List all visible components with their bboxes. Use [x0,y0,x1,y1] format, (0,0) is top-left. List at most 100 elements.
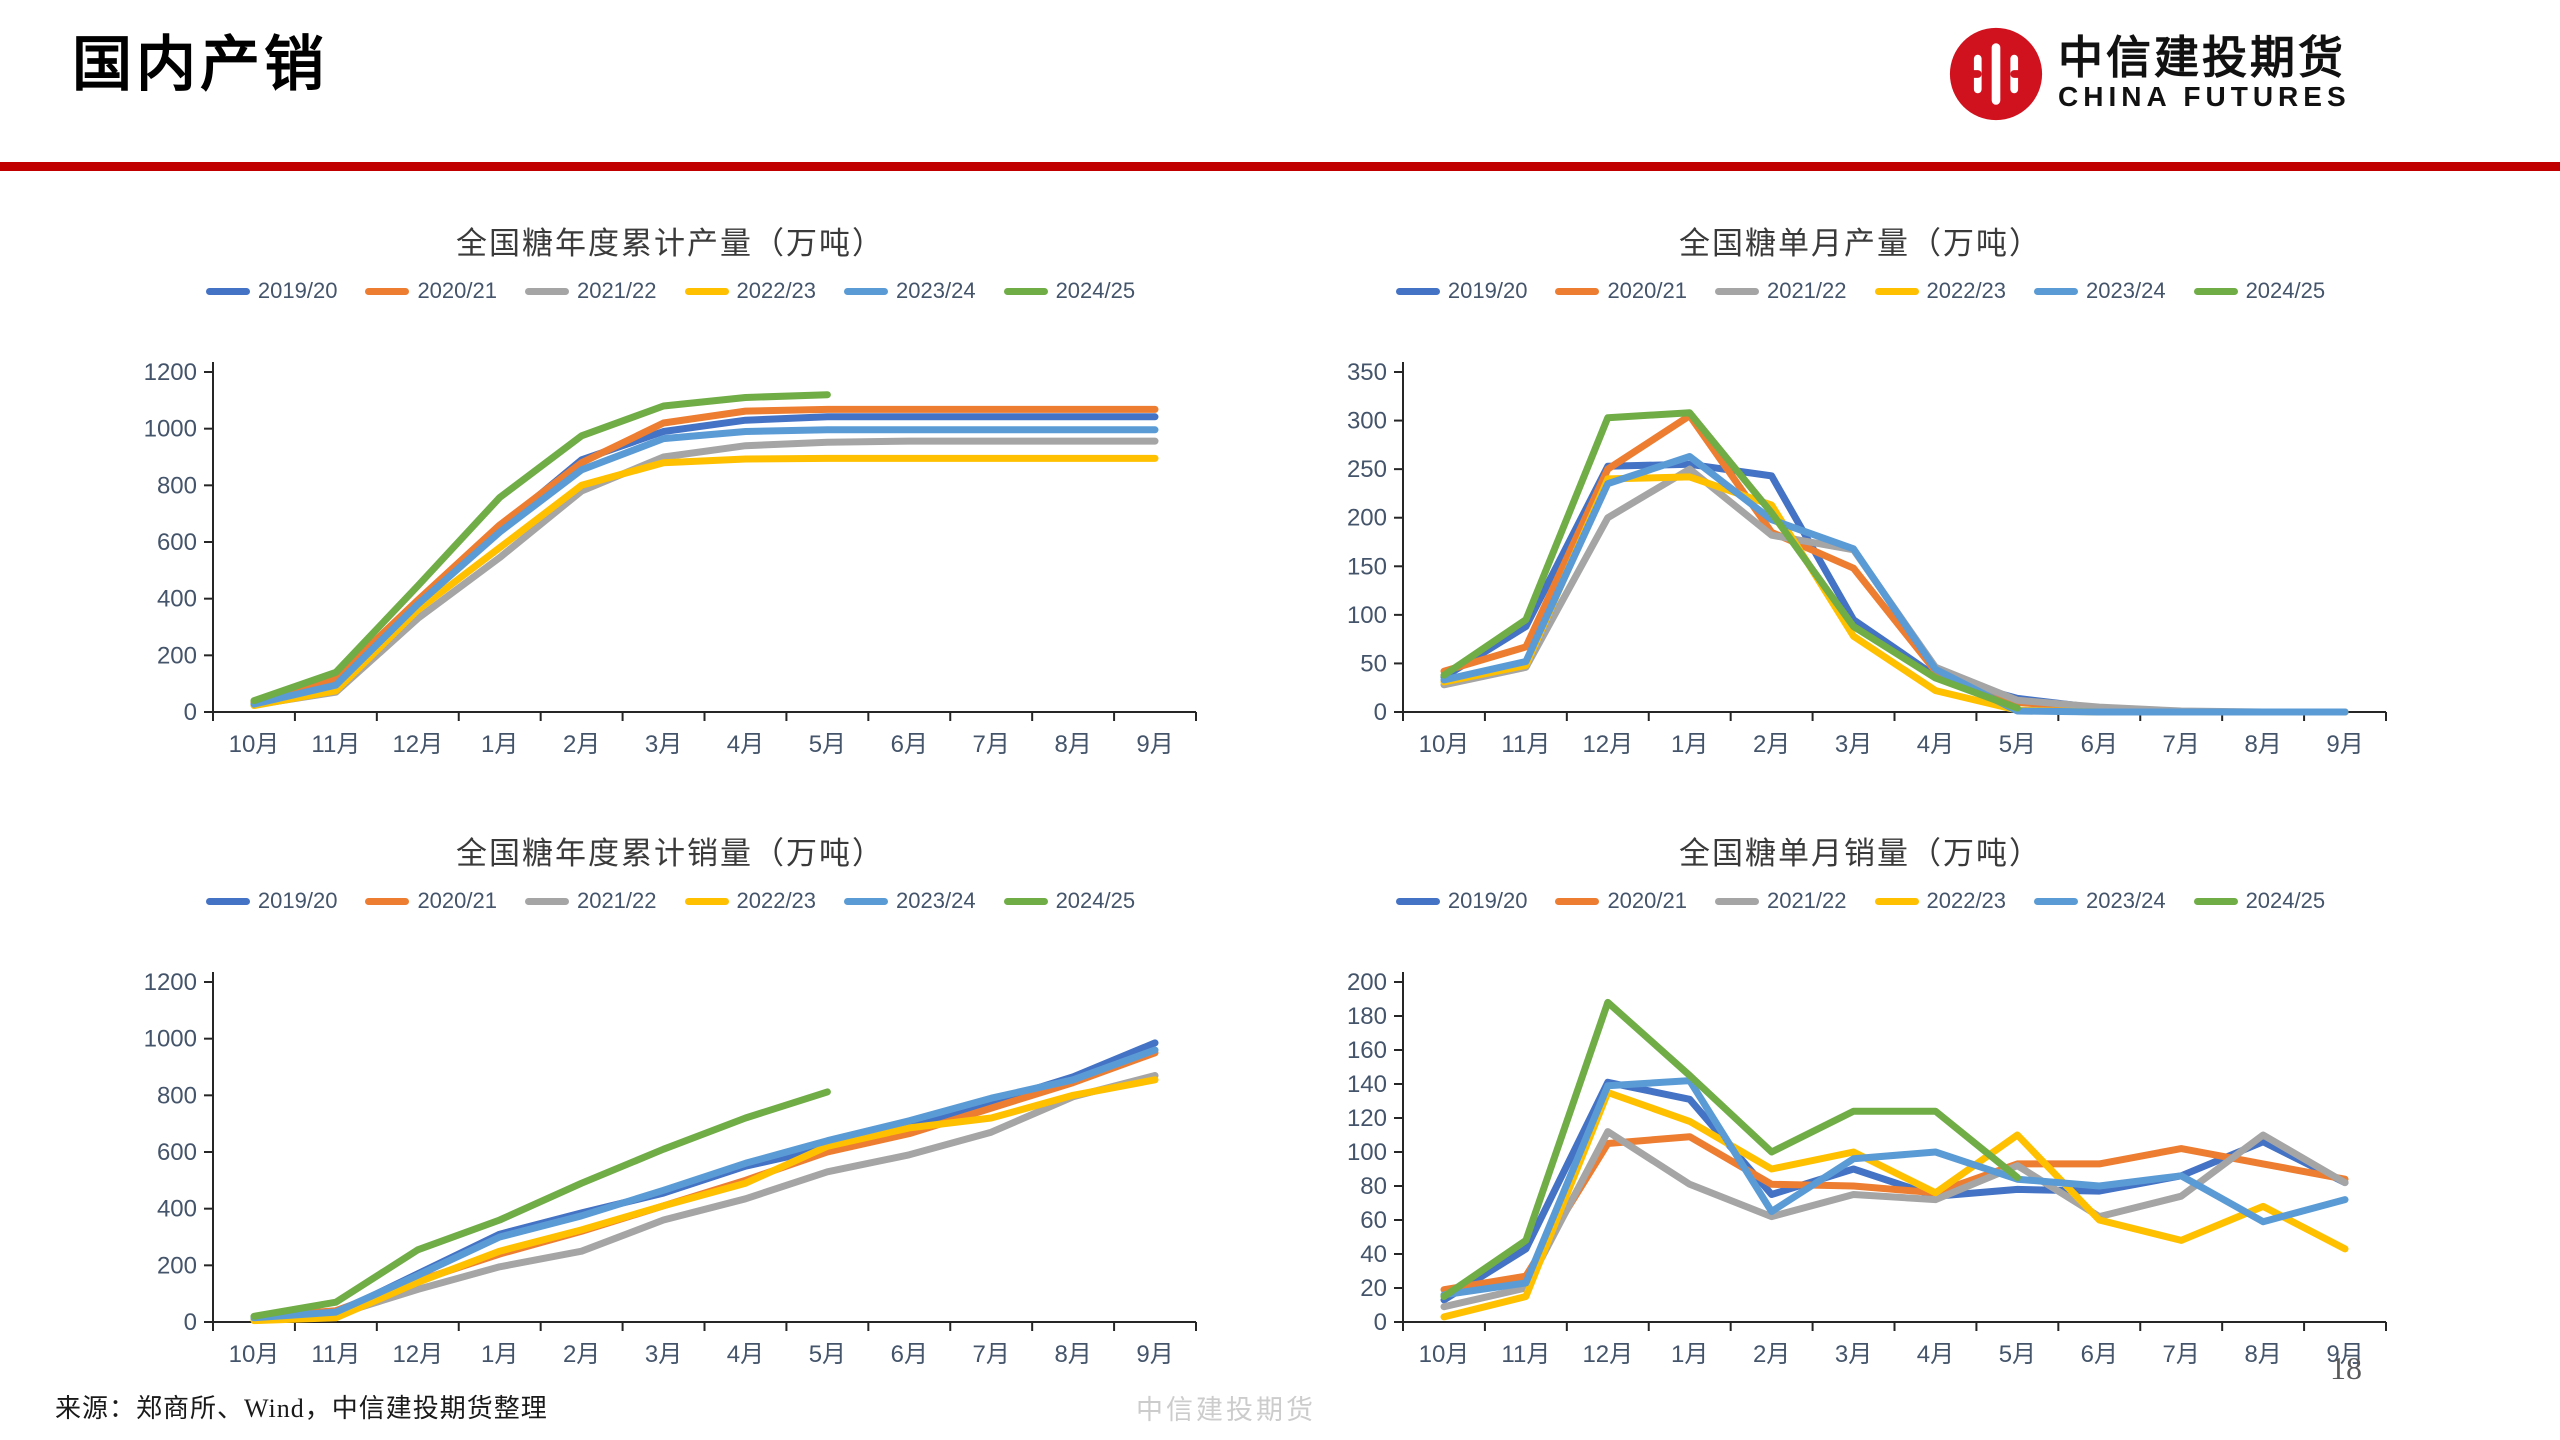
y-tick-label: 250 [1347,456,1387,483]
chart-cumulative-sales: 全国糖年度累计销量（万吨） 2019/20 2020/21 2021/22 2022/… [138,832,1203,1407]
x-tick-label: 7月 [973,1341,1010,1368]
legend-item-2023-24: 2023/24 [844,278,976,304]
x-tick-label: 9月 [2326,1341,2363,1368]
x-tick-label: 10月 [229,731,280,758]
x-tick-label: 6月 [2081,1341,2118,1368]
chart-legend: 2019/20 2020/21 2021/22 2022/23 2023/24 2024/… [1328,276,2393,306]
x-tick-label: 5月 [809,1341,846,1368]
series-line-2024-25 [1440,998,2021,1300]
y-tick-label: 0 [1374,1309,1387,1336]
chart-title: 全国糖年度累计产量（万吨） [456,226,885,261]
logo-text-en: CHINA FUTURES [2058,81,2351,113]
y-tick-label: 40 [1360,1241,1387,1268]
series-line-2021-22 [250,437,1159,709]
series-line-2019-20 [1440,460,2349,716]
legend-label: 2020/21 [1607,278,1687,303]
chart-plot: 0 200 400 600 800 1000 1200 10月 11月 12月 1月 2月 3月 4月 5月… [144,969,1197,1368]
logo-text-zh: 中信建投期货 [2058,32,2347,83]
x-axis: 10月 11月 12月 1月 2月 3月 4月 5月 6月 7月 8月 9月 [212,1322,1197,1368]
x-tick-label: 2月 [563,1341,600,1368]
series-line-2021-22 [250,1072,1159,1323]
legend-dash-icon [1874,287,1919,295]
x-tick-label: 12月 [392,731,443,758]
series-line-2024-25 [250,391,831,705]
x-tick-label: 3月 [645,731,682,758]
citic-logo: 中信建投期货 CHINA FUTURES [1948,26,2351,122]
x-tick-label: 1月 [481,1341,518,1368]
chart-plot: 0 50 100 150 200 250 300 350 10月 11月 12月 1月 2月 3月 4月 5月… [1347,359,2387,758]
legend-dash-icon [1555,287,1600,295]
y-tick-label: 400 [157,586,197,613]
y-tick-label: 140 [1347,1071,1387,1098]
x-tick-label: 4月 [1917,1341,1954,1368]
y-tick-label: 1000 [144,1026,197,1053]
legend-dash-icon [2193,897,2238,905]
legend-label: 2021/22 [1766,888,1847,913]
x-axis: 10月 11月 12月 1月 2月 3月 4月 5月 6月 7月 8月 9月 [212,712,1197,758]
y-tick-label: 0 [184,1309,197,1336]
y-tick-label: 100 [1347,602,1387,629]
legend-dash-icon [524,897,569,905]
x-tick-label: 7月 [973,731,1010,758]
legend-item-2024-25: 2024/25 [1003,278,1135,304]
legend-label: 2024/25 [1055,888,1136,913]
legend-item-2023-24: 2023/24 [2034,888,2166,914]
x-tick-label: 1月 [481,731,518,758]
chart-plot: 0 20 40 60 80 100 120 140 160 180 200 10月 11月 12月 1月 2月… [1347,969,2387,1368]
chart-title: 全国糖单月产量（万吨） [1679,226,2042,261]
legend-dash-icon [2193,287,2238,295]
legend-dash-icon [524,287,569,295]
legend-label: 2022/23 [1926,888,2007,913]
y-tick-label: 1200 [144,969,197,996]
x-tick-label: 11月 [311,731,360,758]
y-tick-label: 800 [157,1082,197,1109]
x-tick-label: 3月 [1835,731,1872,758]
y-tick-label: 1200 [144,359,197,386]
x-tick-label: 2月 [1753,731,1790,758]
x-tick-label: 11月 [1501,731,1550,758]
x-tick-label: 11月 [311,1341,360,1368]
legend-item-2019-20: 2019/20 [205,278,337,304]
x-tick-label: 2月 [563,731,600,758]
x-tick-label: 12月 [1582,1341,1633,1368]
x-tick-label: 8月 [2244,731,2281,758]
series-line-2024-25 [250,1088,831,1320]
chart-plot: 0 200 400 600 800 1000 1200 10月 11月 12月 1月 2月 3月 4月 5月… [144,359,1197,758]
legend-dash-icon [1003,287,1048,295]
legend-dash-icon [365,287,410,295]
footer-source: 来源：郑商所、Wind，中信建投期货整理 [55,1394,548,1423]
series-line-2023-24 [1440,453,2349,716]
legend-item-2020-21: 2020/21 [1555,278,1687,304]
legend-item-2023-24: 2023/24 [2034,278,2166,304]
series-line-2022-23 [1440,1089,2349,1321]
x-tick-label: 12月 [392,1341,443,1368]
y-tick-label: 100 [1347,1139,1387,1166]
legend-dash-icon [205,287,250,295]
x-tick-label: 11月 [1501,1341,1550,1368]
legend-label: 2021/22 [576,278,657,303]
x-tick-label: 8月 [1054,1341,1091,1368]
y-axis: 0 20 40 60 80 100 120 140 160 180 200 [1347,969,1403,1336]
page-number: 18 [2330,1350,2362,1386]
chart-monthly-sales: 全国糖单月销量（万吨） 2019/20 2020/21 2021/22 2022/23… [1328,832,2393,1407]
series-line-2023-24 [1440,1077,2349,1299]
series-lines [1440,409,2349,716]
legend-dash-icon [844,897,889,905]
legend-dash-icon [1555,897,1600,905]
x-tick-label: 10月 [1419,1341,1470,1368]
y-tick-label: 200 [157,642,197,669]
chart-legend: 2019/20 2020/21 2021/22 2022/23 2023/24 2024/… [138,886,1203,916]
y-tick-label: 350 [1347,359,1387,386]
y-tick-label: 180 [1347,1003,1387,1030]
x-tick-label: 8月 [2244,1341,2281,1368]
y-axis: 0 200 400 600 800 1000 1200 [144,359,213,726]
y-tick-label: 80 [1360,1173,1387,1200]
series-line-2020-21 [1440,1133,2349,1294]
header-divider [0,162,2560,171]
x-tick-label: 6月 [891,1341,928,1368]
legend-dash-icon [1874,897,1919,905]
x-tick-label: 4月 [727,1341,764,1368]
x-tick-label: 9月 [1136,731,1173,758]
y-axis: 0 200 400 600 800 1000 1200 [144,969,213,1336]
chart-monthly-production: 全国糖单月产量（万吨） 2019/20 2020/21 2021/22 2022/23… [1328,222,2393,797]
